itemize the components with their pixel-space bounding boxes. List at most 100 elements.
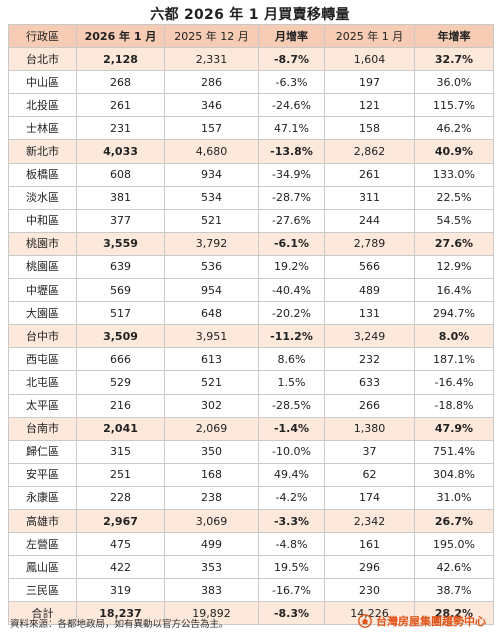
cell-yoy: 31.0% bbox=[414, 485, 494, 510]
city-row: 台南市 2,041 2,069 -1.4% 1,380 47.9% bbox=[8, 416, 494, 441]
cell-yoy: 32.7% bbox=[414, 47, 494, 72]
cell-yoy: 187.1% bbox=[414, 347, 494, 372]
cell-jan-2025: 14,226 bbox=[324, 601, 415, 626]
table-row: 歸仁區 315 350 -10.0% 37 751.4% bbox=[8, 439, 494, 464]
transfer-table: 行政區 2026 年 1 月 2025 年 12 月 月增率 2025 年 1 … bbox=[8, 23, 494, 626]
cell-mom: -40.4% bbox=[258, 278, 325, 303]
cell-dec-2025: 3,792 bbox=[164, 231, 259, 256]
cell-mom: -11.2% bbox=[258, 324, 325, 349]
table-row: 三民區 319 383 -16.7% 230 38.7% bbox=[8, 578, 494, 603]
cell-district: 北屯區 bbox=[8, 370, 77, 395]
cell-yoy: 115.7% bbox=[414, 93, 494, 118]
cell-jan-2026: 216 bbox=[76, 393, 165, 418]
cell-dec-2025: 954 bbox=[164, 278, 259, 303]
cell-mom: -28.5% bbox=[258, 393, 325, 418]
cell-dec-2025: 302 bbox=[164, 393, 259, 418]
cell-jan-2025: 2,342 bbox=[324, 508, 415, 534]
cell-dec-2025: 521 bbox=[164, 208, 259, 233]
cell-mom: 47.1% bbox=[258, 116, 325, 141]
cell-jan-2025: 197 bbox=[324, 70, 415, 95]
house-logo-icon bbox=[358, 614, 372, 628]
cell-yoy: 12.9% bbox=[414, 254, 494, 280]
cell-dec-2025: 286 bbox=[164, 70, 259, 95]
cell-mom: 1.5% bbox=[258, 370, 325, 395]
cell-jan-2025: 161 bbox=[324, 532, 415, 557]
cell-jan-2026: 377 bbox=[76, 208, 165, 233]
cell-dec-2025: 521 bbox=[164, 370, 259, 395]
cell-jan-2025: 230 bbox=[324, 578, 415, 603]
cell-jan-2026: 569 bbox=[76, 278, 165, 303]
cell-jan-2025: 37 bbox=[324, 439, 415, 464]
cell-district: 永康區 bbox=[8, 485, 77, 510]
cell-jan-2025: 244 bbox=[324, 208, 415, 233]
cell-dec-2025: 19,892 bbox=[164, 601, 259, 626]
cell-yoy: 46.2% bbox=[414, 116, 494, 141]
cell-district: 高雄市 bbox=[8, 508, 77, 534]
cell-jan-2025: 1,380 bbox=[324, 416, 415, 441]
table-body: 台北市 2,128 2,331 -8.7% 1,604 32.7% 中山區 268 286 -6.… bbox=[8, 47, 494, 626]
cell-jan-2025: 489 bbox=[324, 278, 415, 303]
header-district: 行政區 bbox=[8, 23, 77, 49]
cell-mom: -1.4% bbox=[258, 416, 325, 441]
cell-yoy: 22.5% bbox=[414, 185, 494, 210]
header-2025-dec: 2025 年 12 月 bbox=[164, 23, 259, 49]
cell-yoy: 28.2% bbox=[414, 601, 494, 626]
cell-district: 安平區 bbox=[8, 462, 77, 487]
cell-dec-2025: 536 bbox=[164, 254, 259, 280]
cell-jan-2026: 2,041 bbox=[76, 416, 165, 441]
cell-district: 鳳山區 bbox=[8, 555, 77, 580]
cell-yoy: 47.9% bbox=[414, 416, 494, 441]
cell-yoy: 26.7% bbox=[414, 508, 494, 534]
cell-mom: 8.6% bbox=[258, 347, 325, 372]
cell-dec-2025: 2,069 bbox=[164, 416, 259, 441]
table-row: 北屯區 529 521 1.5% 633 -16.4% bbox=[8, 370, 494, 395]
city-row: 台北市 2,128 2,331 -8.7% 1,604 32.7% bbox=[8, 47, 494, 72]
cell-district: 板橋區 bbox=[8, 162, 77, 187]
cell-mom: -13.8% bbox=[258, 139, 325, 164]
cell-district: 北投區 bbox=[8, 93, 77, 118]
cell-yoy: 40.9% bbox=[414, 139, 494, 164]
cell-district: 大園區 bbox=[8, 301, 77, 326]
cell-district: 中山區 bbox=[8, 70, 77, 95]
cell-district: 太平區 bbox=[8, 393, 77, 418]
table-row: 左營區 475 499 -4.8% 161 195.0% bbox=[8, 532, 494, 557]
cell-jan-2026: 4,033 bbox=[76, 139, 165, 164]
cell-dec-2025: 353 bbox=[164, 555, 259, 580]
cell-dec-2025: 350 bbox=[164, 439, 259, 464]
table-row: 淡水區 381 534 -28.7% 311 22.5% bbox=[8, 185, 494, 210]
cell-mom: -28.7% bbox=[258, 185, 325, 210]
cell-district: 西屯區 bbox=[8, 347, 77, 372]
cell-jan-2026: 2,128 bbox=[76, 47, 165, 72]
city-row: 新北市 4,033 4,680 -13.8% 2,862 40.9% bbox=[8, 139, 494, 164]
table-header-row: 行政區 2026 年 1 月 2025 年 12 月 月增率 2025 年 1 … bbox=[8, 23, 494, 49]
total-row: 合計 18,237 19,892 -8.3% 14,226 28.2% bbox=[8, 601, 494, 626]
table-row: 安平區 251 168 49.4% 62 304.8% bbox=[8, 462, 494, 487]
cell-jan-2026: 319 bbox=[76, 578, 165, 603]
cell-district: 淡水區 bbox=[8, 185, 77, 210]
cell-jan-2025: 1,604 bbox=[324, 47, 415, 72]
table-row: 板橋區 608 934 -34.9% 261 133.0% bbox=[8, 162, 494, 187]
cell-jan-2026: 18,237 bbox=[76, 601, 165, 626]
cell-jan-2026: 517 bbox=[76, 301, 165, 326]
table-row: 大園區 517 648 -20.2% 131 294.7% bbox=[8, 301, 494, 326]
header-mom: 月增率 bbox=[258, 23, 325, 49]
cell-dec-2025: 168 bbox=[164, 462, 259, 487]
cell-mom: -27.6% bbox=[258, 208, 325, 233]
cell-jan-2026: 381 bbox=[76, 185, 165, 210]
cell-jan-2025: 158 bbox=[324, 116, 415, 141]
cell-jan-2026: 315 bbox=[76, 439, 165, 464]
cell-dec-2025: 2,331 bbox=[164, 47, 259, 72]
cell-yoy: -18.8% bbox=[414, 393, 494, 418]
cell-mom: -24.6% bbox=[258, 93, 325, 118]
cell-jan-2025: 296 bbox=[324, 555, 415, 580]
cell-mom: -4.8% bbox=[258, 532, 325, 557]
cell-district: 桃園市 bbox=[8, 231, 77, 256]
table-row: 永康區 228 238 -4.2% 174 31.0% bbox=[8, 485, 494, 510]
cell-yoy: 195.0% bbox=[414, 532, 494, 557]
cell-district: 台南市 bbox=[8, 416, 77, 441]
cell-district: 桃園區 bbox=[8, 254, 77, 280]
cell-district: 中壢區 bbox=[8, 278, 77, 303]
cell-mom: -20.2% bbox=[258, 301, 325, 326]
cell-yoy: 38.7% bbox=[414, 578, 494, 603]
cell-yoy: 36.0% bbox=[414, 70, 494, 95]
